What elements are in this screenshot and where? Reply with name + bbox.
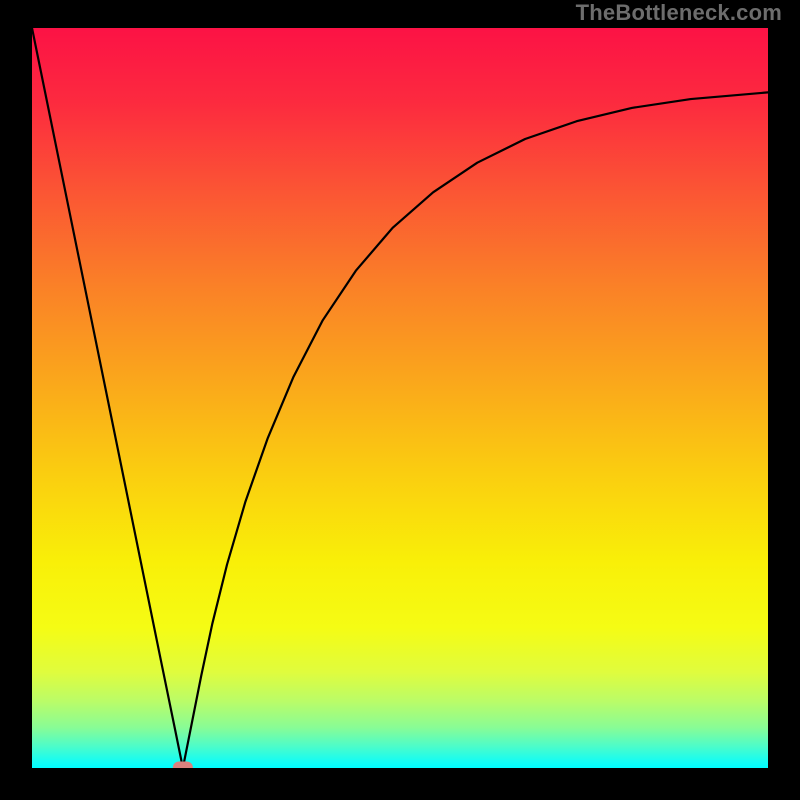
plot-area: [32, 28, 768, 768]
chart-frame: TheBottleneck.com: [0, 0, 800, 800]
vertex-marker: [173, 762, 193, 769]
gradient-background: [32, 28, 768, 768]
watermark-text: TheBottleneck.com: [576, 0, 782, 26]
plot-svg: [32, 28, 768, 768]
